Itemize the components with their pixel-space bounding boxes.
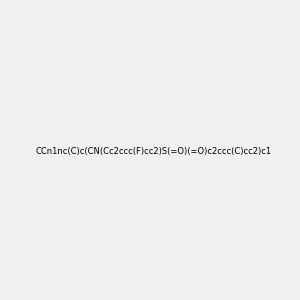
Text: CCn1nc(C)c(CN(Cc2ccc(F)cc2)S(=O)(=O)c2ccc(C)cc2)c1: CCn1nc(C)c(CN(Cc2ccc(F)cc2)S(=O)(=O)c2cc…: [36, 147, 272, 156]
